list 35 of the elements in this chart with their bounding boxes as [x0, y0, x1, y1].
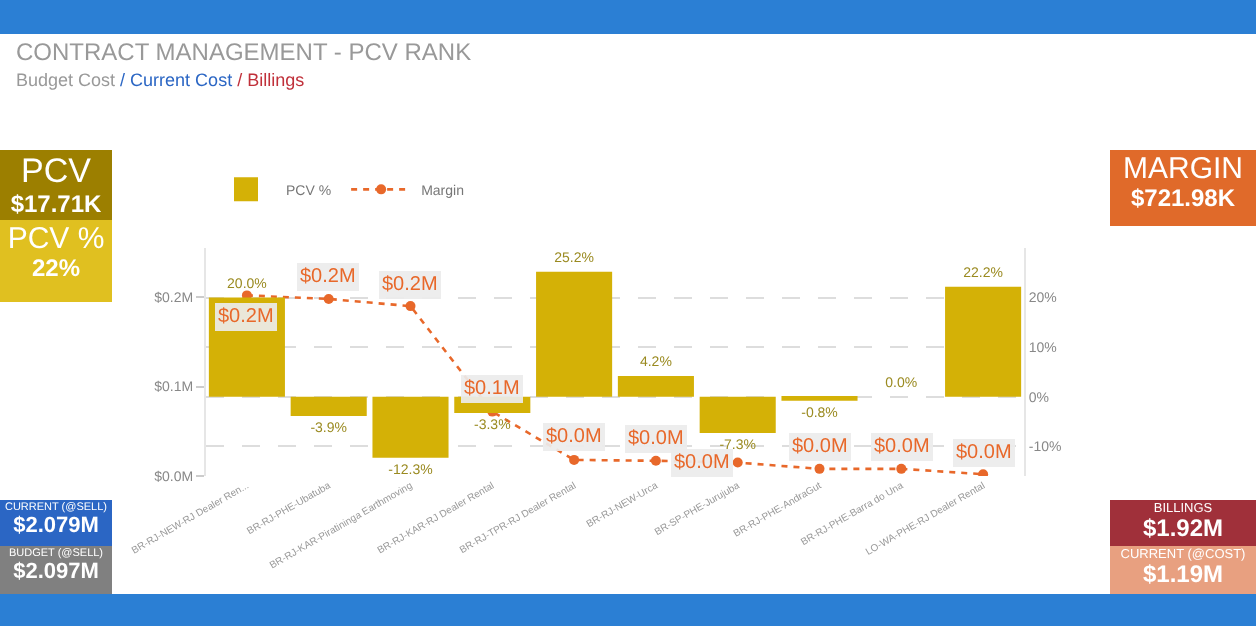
text: $2.097M: [11, 560, 101, 586]
point: [650, 455, 661, 466]
point: [732, 457, 743, 468]
text: PCV %: [5, 220, 107, 257]
data-label: $0.2M: [382, 274, 438, 296]
data-label: $0.2M: [300, 266, 356, 288]
data-label: $0.0M: [628, 428, 684, 450]
bar: [536, 271, 613, 397]
point: [814, 463, 825, 474]
text: $1.19M: [1140, 560, 1224, 591]
data-label: $0.0M: [792, 436, 848, 458]
bar: [945, 286, 1022, 397]
text: $1.92M: [1140, 514, 1226, 545]
bar: [617, 375, 694, 397]
point: [896, 463, 907, 474]
bar: [372, 396, 449, 458]
text: PCV: [19, 150, 93, 192]
text: MARGIN: [1121, 150, 1245, 187]
text: 22%: [29, 254, 83, 285]
data-label: $0.2M: [218, 306, 274, 328]
data-label: $0.0M: [956, 442, 1012, 464]
bar: [699, 396, 776, 433]
data-label: $0.1M: [464, 378, 520, 400]
point: [405, 301, 416, 312]
bar: [290, 396, 367, 417]
data-label: $0.0M: [546, 426, 602, 448]
point: [569, 454, 580, 465]
point: [323, 293, 334, 304]
text: $721.98K: [1128, 184, 1238, 215]
chart-title: CONTRACT MANAGEMENT - PCV RANK: [16, 38, 472, 66]
text: $2.079M: [11, 514, 101, 540]
data-label: $0.0M: [674, 452, 730, 474]
chart-subtitle: Budget Cost / Current Cost / Billings: [16, 70, 305, 90]
text: $17.71K: [8, 189, 104, 219]
data-label: $0.0M: [874, 436, 930, 458]
